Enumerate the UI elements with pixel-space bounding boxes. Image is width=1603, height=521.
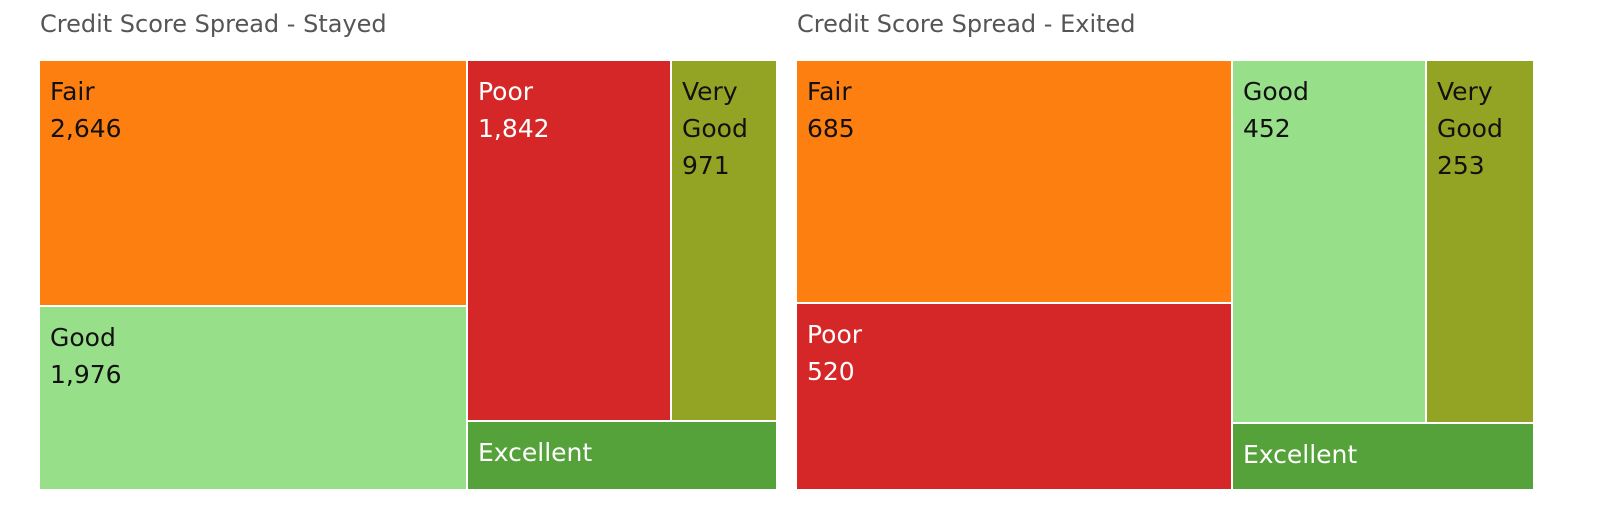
treemap-tile-poor[interactable]: Poor 1,842 <box>468 61 672 422</box>
treemap-stayed: Credit Score Spread - Stayed Fair 2,646 Go… <box>40 0 776 521</box>
tile-label: Fair <box>50 77 95 106</box>
treemap-tile-very-good[interactable]: Very Good 971 <box>672 61 776 422</box>
chart-title: Credit Score Spread - Stayed <box>40 10 387 38</box>
tile-label: Very Good <box>682 77 748 143</box>
treemap-tile-good[interactable]: Good 452 <box>1233 61 1427 424</box>
tile-label: Very Good <box>1437 77 1503 143</box>
tile-value: 1,976 <box>50 360 122 389</box>
treemap-tile-fair[interactable]: Fair 2,646 <box>40 61 468 307</box>
tile-label: Excellent <box>478 438 593 467</box>
tile-value: 971 <box>682 151 730 180</box>
tile-text: Good 1,976 <box>50 319 122 393</box>
tile-text: Excellent <box>1243 436 1357 473</box>
tile-text: Very Good 253 <box>1437 73 1503 184</box>
tile-label: Good <box>50 323 116 352</box>
treemap-tile-excellent[interactable]: Excellent <box>468 422 776 489</box>
tile-label: Good <box>1243 77 1309 106</box>
treemap-tile-very-good[interactable]: Very Good 253 <box>1427 61 1533 424</box>
treemap-tile-poor[interactable]: Poor 520 <box>797 304 1233 489</box>
tile-value: 253 <box>1437 151 1485 180</box>
tile-label: Poor <box>478 77 534 106</box>
tile-label: Excellent <box>1243 440 1358 469</box>
tile-text: Fair 685 <box>807 73 855 147</box>
tile-value: 2,646 <box>50 114 122 143</box>
treemap-tile-excellent[interactable]: Excellent <box>1233 424 1533 489</box>
tile-text: Fair 2,646 <box>50 73 122 147</box>
tile-value: 520 <box>807 357 855 386</box>
tile-label: Poor <box>807 320 863 349</box>
chart-title: Credit Score Spread - Exited <box>797 10 1136 38</box>
treemap-tile-good[interactable]: Good 1,976 <box>40 307 468 489</box>
tile-value: 1,842 <box>478 114 550 143</box>
treemap-tile-fair[interactable]: Fair 685 <box>797 61 1233 304</box>
tile-value: 452 <box>1243 114 1291 143</box>
tile-text: Excellent <box>478 434 592 471</box>
tile-text: Poor 520 <box>807 316 862 390</box>
tile-text: Very Good 971 <box>682 73 748 184</box>
treemap-exited: Credit Score Spread - Exited Fair 685 Poor… <box>797 0 1533 521</box>
tile-text: Good 452 <box>1243 73 1309 147</box>
tile-value: 685 <box>807 114 855 143</box>
tile-label: Fair <box>807 77 852 106</box>
tile-text: Poor 1,842 <box>478 73 550 147</box>
